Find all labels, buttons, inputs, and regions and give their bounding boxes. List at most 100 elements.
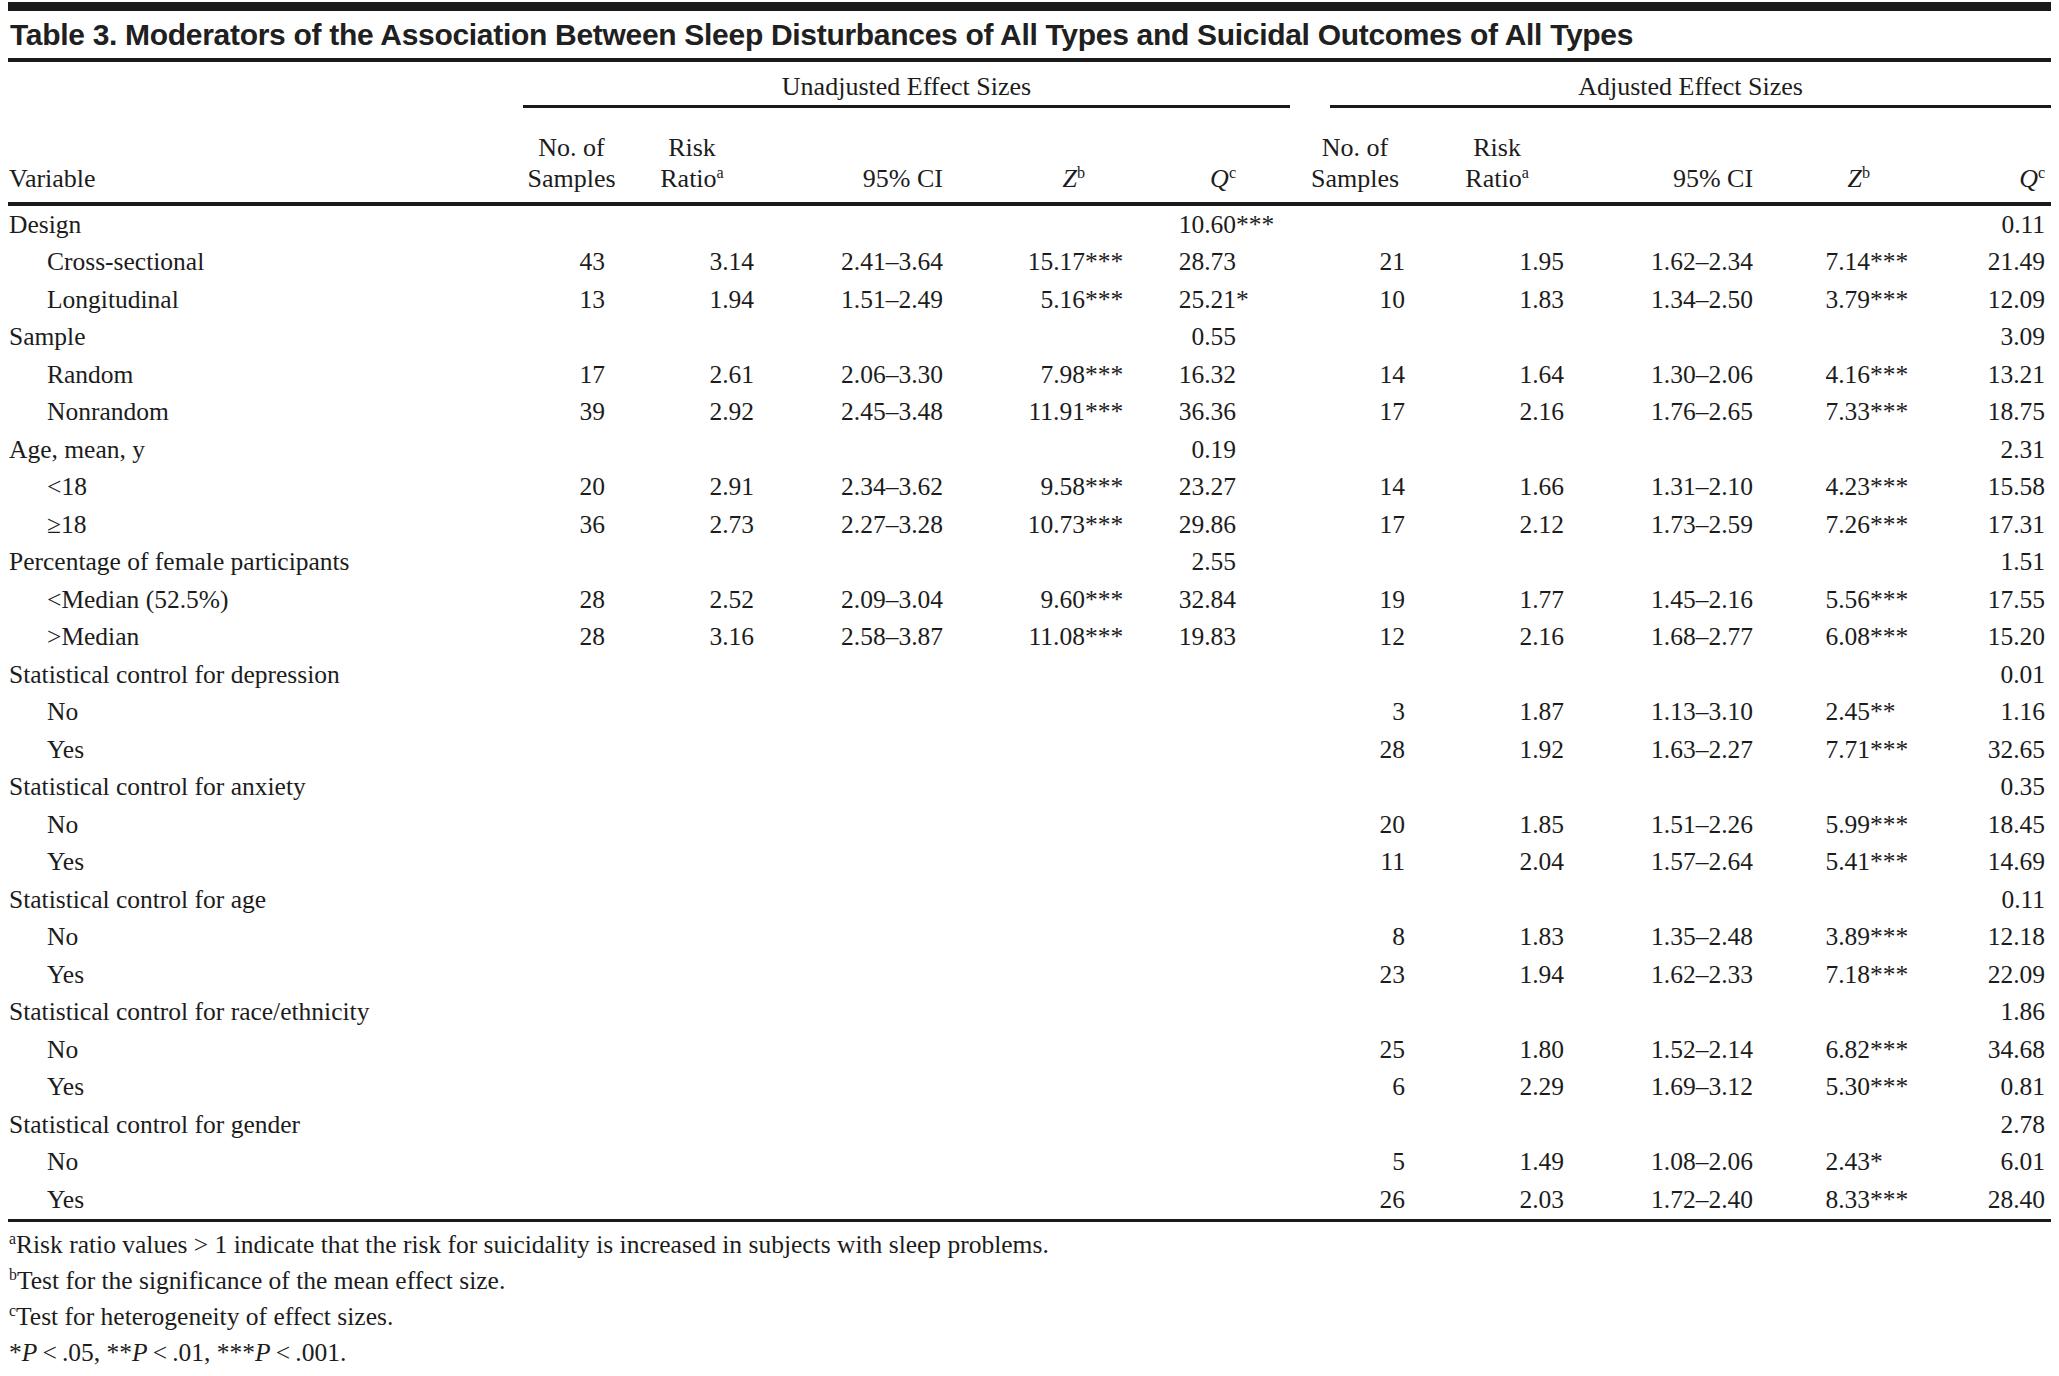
row-label: Statistical control for anxiety: [8, 769, 523, 807]
value: 2.78: [2000, 1110, 2045, 1140]
value: 2.91: [709, 472, 754, 502]
significance-stars: ***: [1236, 210, 1274, 240]
cell-z-adjusted: 5.30***: [1763, 1069, 1875, 1107]
cell-ci-unadjusted: 2.45–3.48: [764, 394, 953, 432]
cell-ci-adjusted: 1.52–2.14: [1574, 1031, 1763, 1069]
value: 2.06–3.30: [841, 360, 943, 390]
group-header-row: Unadjusted Effect Sizes Adjusted Effect …: [8, 62, 2051, 108]
cell-risk-ratio-unadjusted: 2.61: [620, 356, 764, 394]
value: 11: [1380, 847, 1405, 877]
cell-samples-unadjusted: [523, 431, 620, 469]
significance-stars: ***: [1085, 397, 1123, 427]
cell-samples-adjusted: [1290, 881, 1420, 919]
value: 2.73: [709, 510, 754, 540]
significance-stars: ***: [1870, 247, 1908, 277]
cell-risk-ratio-unadjusted: [620, 1106, 764, 1144]
value: 11.08***: [1029, 622, 1085, 652]
cell-ci-unadjusted: [764, 956, 953, 994]
cell-ci-unadjusted: [764, 919, 953, 957]
cell-ci-adjusted: 1.35–2.48: [1574, 919, 1763, 957]
cell-samples-adjusted: 12: [1290, 619, 1420, 657]
value: 20: [580, 472, 606, 502]
value: 1.16: [2000, 697, 2045, 727]
value: 0.11: [2001, 885, 2045, 915]
cell-risk-ratio-unadjusted: 3.14: [620, 244, 764, 282]
cell-risk-ratio-adjusted: 1.64: [1420, 356, 1574, 394]
cell-z-unadjusted: [953, 431, 1090, 469]
column-header-variable: Variable: [8, 108, 523, 204]
cell-z-unadjusted: [953, 1106, 1090, 1144]
cell-ci-unadjusted: 2.41–3.64: [764, 244, 953, 282]
row-label: ≥18: [8, 506, 523, 544]
cell-ci-adjusted: [1574, 769, 1763, 807]
column-header-risk-ratio-unadjusted: RiskRatioa: [620, 108, 764, 204]
cell-risk-ratio-unadjusted: [620, 694, 764, 732]
cell-q-unadjusted: 10.60***: [1090, 204, 1290, 244]
cell-risk-ratio-adjusted: 1.92: [1420, 731, 1574, 769]
value: 2.43*: [1825, 1147, 1870, 1177]
table-row: No251.801.52–2.146.82***34.68: [8, 1031, 2051, 1069]
cell-samples-adjusted: [1290, 544, 1420, 582]
cell-risk-ratio-adjusted: 2.04: [1420, 844, 1574, 882]
significance-stars: ***: [1870, 585, 1908, 615]
cell-samples-unadjusted: 36: [523, 506, 620, 544]
cell-ci-adjusted: 1.31–2.10: [1574, 469, 1763, 507]
value: 0.19: [1191, 435, 1236, 465]
value: 17: [580, 360, 606, 390]
value: 21.49: [1988, 247, 2045, 277]
value: 1.77: [1519, 585, 1564, 615]
value: 3.79***: [1825, 285, 1870, 315]
significance-stars: ***: [1870, 285, 1908, 315]
cell-z-unadjusted: [953, 1069, 1090, 1107]
row-label: Nonrandom: [8, 394, 523, 432]
cell-z-unadjusted: 10.73***: [953, 506, 1090, 544]
value: 1.08–2.06: [1651, 1147, 1753, 1177]
value: 2.92: [709, 397, 754, 427]
cell-z-unadjusted: [953, 1031, 1090, 1069]
cell-samples-adjusted: 17: [1290, 394, 1420, 432]
value: 6.82***: [1825, 1035, 1870, 1065]
value: 7.26***: [1825, 510, 1870, 540]
cell-samples-unadjusted: [523, 204, 620, 244]
cell-q-unadjusted: 0.19: [1090, 431, 1290, 469]
cell-q-adjusted: 1.16: [1875, 694, 2051, 732]
value: 28: [580, 622, 606, 652]
value: 1.94: [1519, 960, 1564, 990]
cell-ci-adjusted: [1574, 319, 1763, 357]
cell-ci-unadjusted: 2.34–3.62: [764, 469, 953, 507]
table-row: Percentage of female participants2.551.5…: [8, 544, 2051, 582]
cell-q-adjusted: 2.78: [1875, 1106, 2051, 1144]
cell-z-adjusted: 4.23***: [1763, 469, 1875, 507]
cell-samples-unadjusted: 43: [523, 244, 620, 282]
value: 1.51: [2000, 547, 2045, 577]
cell-q-adjusted: 0.01: [1875, 656, 2051, 694]
p-symbol: P: [132, 1338, 148, 1367]
cell-z-unadjusted: [953, 769, 1090, 807]
cell-samples-unadjusted: [523, 956, 620, 994]
value: 2.16: [1519, 397, 1564, 427]
value: 1.52–2.14: [1651, 1035, 1753, 1065]
cell-samples-adjusted: 28: [1290, 731, 1420, 769]
moderators-table: Unadjusted Effect Sizes Adjusted Effect …: [8, 62, 2051, 1219]
value: 1.31–2.10: [1651, 472, 1753, 502]
cell-z-adjusted: 2.45**: [1763, 694, 1875, 732]
cell-samples-adjusted: 20: [1290, 806, 1420, 844]
significance-stars: **: [1870, 697, 1896, 727]
significance-stars: ***: [1870, 1035, 1908, 1065]
value: 18.45: [1988, 810, 2045, 840]
cell-samples-unadjusted: [523, 881, 620, 919]
cell-samples-adjusted: 5: [1290, 1144, 1420, 1182]
cell-q-unadjusted: 0.55: [1090, 319, 1290, 357]
value: 5.41***: [1825, 847, 1870, 877]
cell-ci-adjusted: 1.69–3.12: [1574, 1069, 1763, 1107]
cell-samples-unadjusted: [523, 919, 620, 957]
cell-risk-ratio-adjusted: 2.16: [1420, 619, 1574, 657]
cell-ci-adjusted: 1.62–2.34: [1574, 244, 1763, 282]
cell-risk-ratio-adjusted: [1420, 994, 1574, 1032]
cell-samples-adjusted: 17: [1290, 506, 1420, 544]
table-row: No31.871.13–3.102.45**1.16: [8, 694, 2051, 732]
value: 9.60***: [1040, 585, 1085, 615]
value: 1.49: [1519, 1147, 1564, 1177]
row-label: <Median (52.5%): [8, 581, 523, 619]
value: 5: [1392, 1147, 1405, 1177]
